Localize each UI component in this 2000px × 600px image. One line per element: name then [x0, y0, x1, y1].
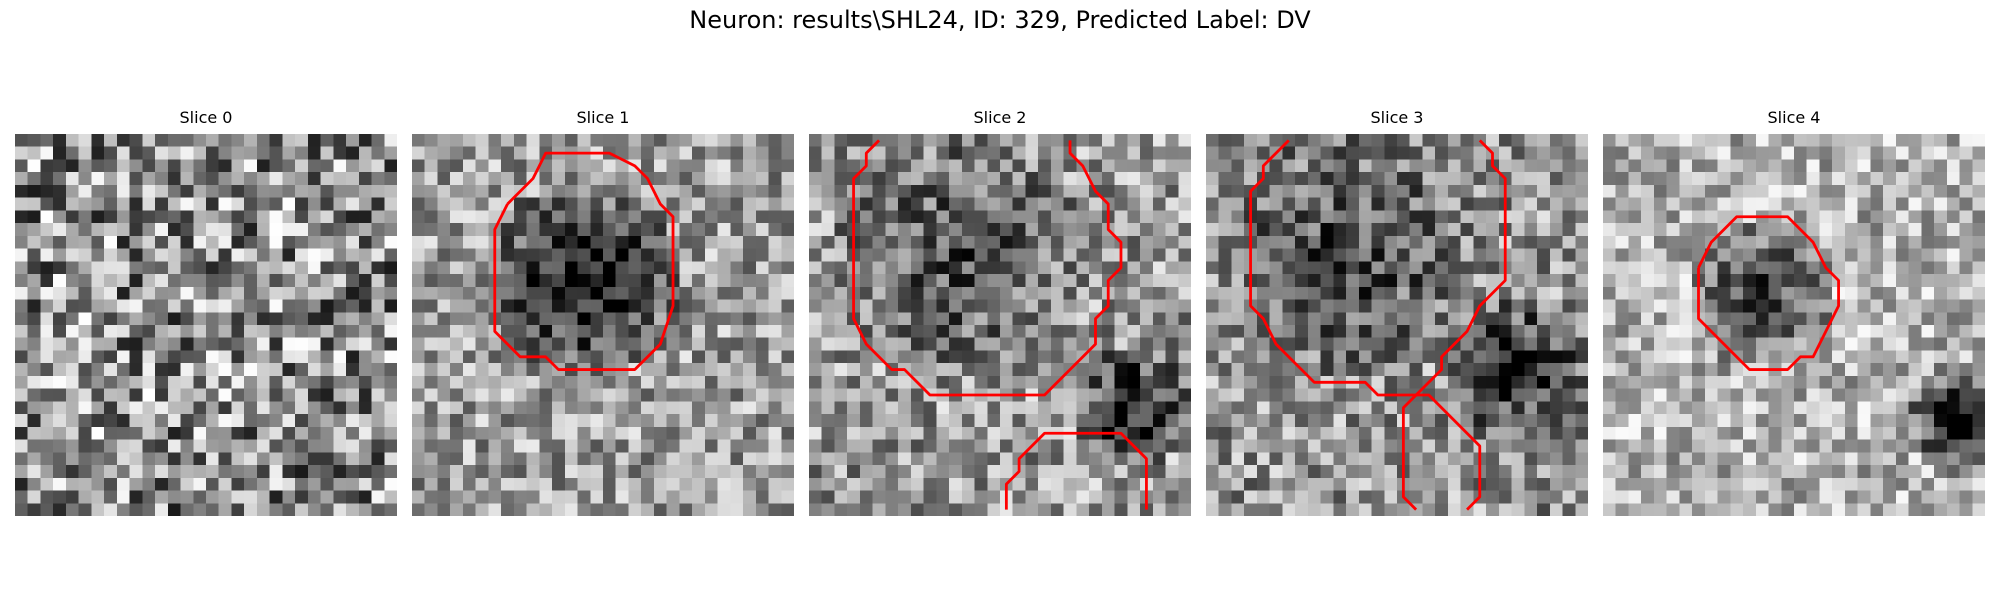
- roi-contour-3-0: [1249, 139, 1482, 511]
- slice-title-4: Slice 4: [1767, 108, 1821, 127]
- slice-image-3: [1206, 134, 1588, 516]
- slice-title-3: Slice 3: [1370, 108, 1424, 127]
- slice-title-1: Slice 1: [576, 108, 630, 127]
- slice-image-2: [809, 134, 1191, 516]
- roi-contour-3-1: [1401, 139, 1507, 511]
- slice-panel-2: Slice 2: [809, 108, 1191, 516]
- slice-image-4: [1603, 134, 1985, 516]
- slice-panel-4: Slice 4: [1603, 108, 1985, 516]
- figure-title: Neuron: results\SHL24, ID: 329, Predicte…: [689, 6, 1311, 34]
- slice-panel-1: Slice 1: [412, 108, 794, 516]
- slice-title-2: Slice 2: [973, 108, 1027, 127]
- roi-contour-4-0: [1697, 215, 1840, 371]
- roi-contour-1-0: [493, 151, 675, 371]
- roi-contour-2-0: [852, 139, 1123, 397]
- slice-image-1: [412, 134, 794, 516]
- slice-panel-0: Slice 0: [15, 108, 397, 516]
- slice-title-0: Slice 0: [179, 108, 233, 127]
- slice-image-0: [15, 134, 397, 516]
- slice-panel-3: Slice 3: [1206, 108, 1588, 516]
- roi-contour-2-1: [1004, 431, 1148, 510]
